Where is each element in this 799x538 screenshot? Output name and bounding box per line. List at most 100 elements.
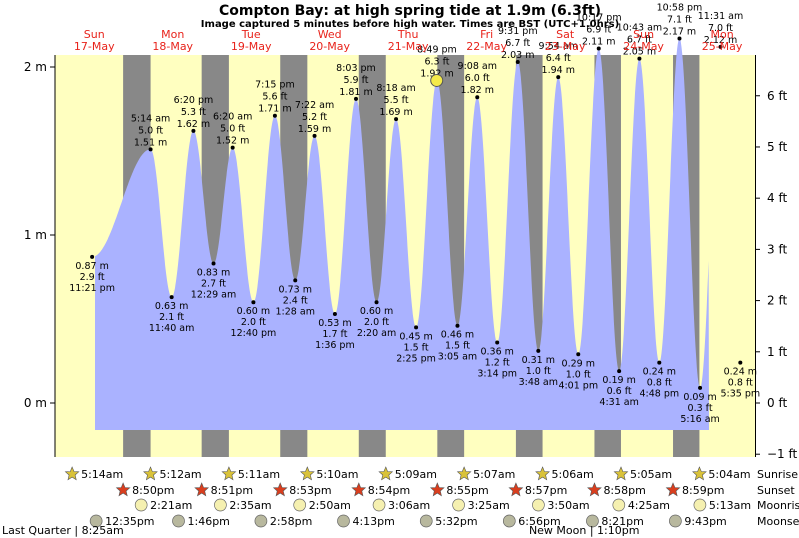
sunrise-star-icon bbox=[535, 466, 550, 481]
sunset-star-icon bbox=[665, 482, 681, 497]
moonrise-time-label: 2:21am bbox=[150, 499, 192, 512]
sunset-star-icon bbox=[508, 482, 524, 497]
tide-label: 1:36 pm bbox=[315, 340, 355, 351]
tide-label: 2:20 am bbox=[357, 328, 396, 339]
tide-label: 5.0 ft bbox=[138, 125, 163, 136]
y-right-tick-label: 5 ft bbox=[767, 140, 787, 154]
tide-label: 2.7 ft bbox=[201, 279, 226, 290]
low-tide-point bbox=[169, 295, 174, 300]
sunset-time-label: 8:55pm bbox=[446, 484, 488, 497]
moonset-time-label: 6:56pm bbox=[518, 515, 560, 528]
low-tide-point bbox=[90, 254, 95, 259]
tide-label: 0.24 m bbox=[643, 367, 676, 378]
tide-label: 2.12 m bbox=[704, 35, 737, 46]
sunset-time-label: 8:54pm bbox=[368, 484, 410, 497]
tide-label: 1.0 ft bbox=[566, 369, 591, 380]
tide-label: 0.6 ft bbox=[607, 386, 632, 397]
sunrise-star-icon bbox=[64, 466, 80, 481]
moonset-disc-icon bbox=[254, 514, 268, 528]
low-tide-point bbox=[455, 323, 460, 328]
tide-label: 1.5 ft bbox=[404, 342, 429, 353]
high-tide-point bbox=[475, 95, 480, 100]
high-tide-point bbox=[637, 56, 642, 61]
sunrise-time-label: 5:09am bbox=[395, 468, 437, 481]
tide-label: 2.11 m bbox=[582, 37, 615, 48]
day-date-label: 23-May bbox=[545, 40, 586, 53]
day-date-label: 24-May bbox=[623, 40, 664, 53]
tide-label: 0.73 m bbox=[279, 284, 312, 295]
y-right-tick-label: 1 ft bbox=[767, 345, 787, 359]
tide-label: 3:05 am bbox=[438, 352, 477, 363]
tide-label: 9:31 pm bbox=[498, 26, 538, 37]
tide-label: 10:17 pm bbox=[576, 13, 622, 24]
tide-label: 0.87 m bbox=[75, 261, 108, 272]
day-date-label: 17-May bbox=[74, 40, 115, 53]
moonset-row-label: Moonset bbox=[757, 515, 799, 528]
low-tide-point bbox=[657, 360, 662, 365]
sunset-time-label: 8:51pm bbox=[211, 484, 253, 497]
moonset-time-label: 4:13pm bbox=[352, 515, 394, 528]
moon-phase-label: Last Quarter | 8:25am bbox=[2, 524, 124, 537]
moonset-disc-icon bbox=[89, 514, 103, 528]
tide-label: 0.29 m bbox=[562, 358, 595, 369]
moonset-time-label: 12:35pm bbox=[105, 515, 154, 528]
tide-label: 1.82 m bbox=[461, 85, 494, 96]
day-name-label: Sun bbox=[84, 28, 105, 41]
current-time-marker bbox=[430, 73, 444, 87]
moonrise-time-label: 3:50am bbox=[547, 499, 589, 512]
chart-title: Compton Bay: at high spring tide at 1.9m… bbox=[219, 3, 601, 19]
day-date-label: 19-May bbox=[231, 40, 272, 53]
tide-label: 0.60 m bbox=[360, 306, 393, 317]
tide-label: 1.69 m bbox=[379, 107, 412, 118]
moonset-disc-icon bbox=[586, 514, 599, 528]
day-date-label: 20-May bbox=[309, 40, 350, 53]
tide-label: 2.4 ft bbox=[283, 295, 308, 306]
tide-label: 4:48 pm bbox=[639, 389, 679, 400]
sunset-time-label: 8:50pm bbox=[132, 484, 174, 497]
tide-label: 7:22 am bbox=[295, 100, 334, 111]
tide-label: 0.45 m bbox=[399, 331, 432, 342]
tide-label: 9:08 am bbox=[458, 61, 497, 72]
tide-label: 7.0 ft bbox=[708, 23, 733, 34]
y-right-tick-label: 2 ft bbox=[767, 294, 787, 308]
sunset-star-icon bbox=[194, 482, 210, 497]
high-tide-point bbox=[312, 133, 317, 138]
moonrise-time-label: 2:35am bbox=[229, 499, 271, 512]
high-tide-point bbox=[191, 128, 196, 133]
high-tide-point bbox=[718, 44, 723, 49]
moonset-time-label: 2:58pm bbox=[270, 515, 312, 528]
sunset-time-label: 8:53pm bbox=[289, 484, 331, 497]
moonset-time-label: 1:46pm bbox=[188, 515, 230, 528]
tide-label: 4:01 pm bbox=[558, 380, 598, 391]
moonrise-row-label: Moonrise bbox=[757, 499, 799, 512]
tide-label: 12:40 pm bbox=[231, 328, 277, 339]
low-tide-point bbox=[617, 369, 622, 374]
tide-label: 12:29 am bbox=[191, 290, 236, 301]
high-tide-point bbox=[515, 59, 520, 64]
tide-label: 1.71 m bbox=[258, 104, 291, 115]
tide-label: 6.9 ft bbox=[586, 25, 611, 36]
day-name-label: Thu bbox=[397, 28, 419, 41]
tide-label: 6.4 ft bbox=[546, 53, 571, 64]
high-tide-point bbox=[272, 113, 277, 118]
sunrise-time-label: 5:12am bbox=[159, 468, 201, 481]
tide-label: 7:15 pm bbox=[255, 80, 295, 91]
sunrise-time-label: 5:04am bbox=[708, 468, 750, 481]
low-tide-point bbox=[536, 348, 541, 353]
moonrise-time-label: 2:50am bbox=[309, 499, 351, 512]
moonset-disc-icon bbox=[337, 514, 350, 528]
y-right-tick-label: 6 ft bbox=[767, 89, 787, 103]
tide-label: 2.0 ft bbox=[364, 317, 389, 328]
moonrise-disc-icon bbox=[293, 498, 307, 512]
sunset-time-label: 8:59pm bbox=[682, 484, 724, 497]
tide-label: 1.94 m bbox=[542, 65, 575, 76]
low-tide-point bbox=[293, 278, 298, 283]
tide-label: 7.1 ft bbox=[667, 14, 692, 25]
day-name-label: Sat bbox=[556, 28, 575, 41]
sunrise-time-label: 5:11am bbox=[238, 468, 280, 481]
tide-label: 5.9 ft bbox=[343, 75, 368, 86]
tide-label: 2:25 pm bbox=[396, 353, 436, 364]
sunset-star-icon bbox=[272, 482, 288, 497]
moonset-time-label: 5:32pm bbox=[435, 515, 477, 528]
high-tide-point bbox=[394, 117, 399, 122]
